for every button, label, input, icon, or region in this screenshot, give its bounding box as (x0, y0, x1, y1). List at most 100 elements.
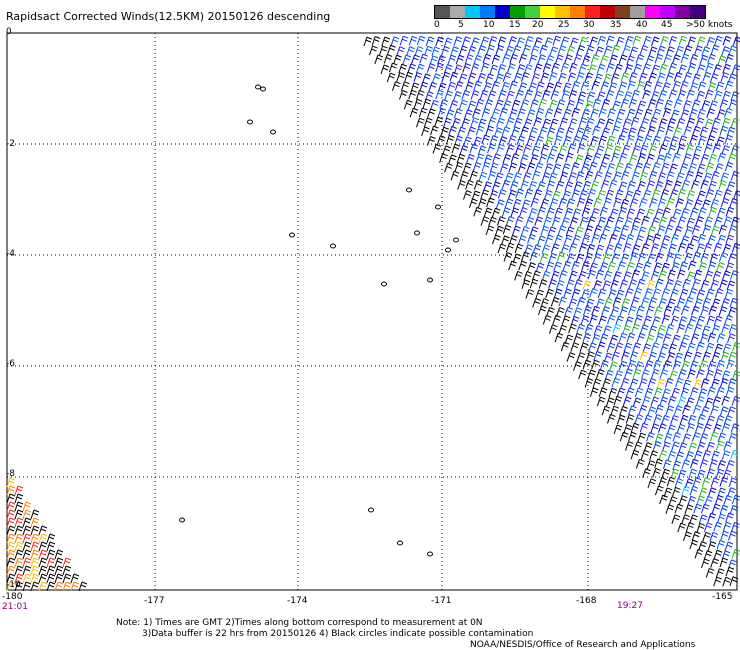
wind-barb (658, 118, 668, 128)
wind-barb (30, 533, 40, 544)
wind-barb (615, 90, 624, 100)
wind-barb (676, 323, 686, 334)
wind-barbs (6, 35, 740, 592)
wind-barb (564, 54, 573, 64)
wind-barb (692, 431, 701, 442)
wind-barb (556, 307, 565, 317)
wind-barb (557, 225, 567, 235)
wind-barb (439, 153, 448, 163)
wind-barb (671, 305, 681, 316)
wind-barb (648, 46, 658, 57)
wind-barb (654, 208, 664, 218)
wind-barb (591, 359, 600, 370)
wind-barb (637, 180, 646, 191)
wind-barb (558, 197, 568, 208)
wind-barb (709, 431, 719, 442)
wind-barb (576, 45, 586, 55)
wind-barb (615, 36, 625, 47)
wind-barb (605, 216, 615, 227)
wind-barb (581, 207, 591, 217)
wind-barb (595, 298, 605, 308)
wind-barb (572, 208, 582, 218)
wind-barb (683, 153, 692, 163)
wind-barb (454, 108, 463, 118)
wind-barb (498, 89, 507, 100)
wind-barb (497, 243, 507, 254)
wind-barb (582, 333, 592, 343)
wind-barb (654, 306, 663, 316)
wind-barb (560, 341, 570, 352)
wind-barb (634, 108, 644, 119)
lat-label-10: -10 (6, 580, 21, 590)
wind-barb (609, 54, 618, 65)
wind-barb (634, 314, 643, 325)
wind-barb (701, 558, 710, 569)
wind-barb (555, 180, 565, 191)
wind-barb (556, 99, 566, 109)
wind-barb (679, 288, 689, 299)
wind-barb (570, 342, 580, 352)
wind-barb (30, 581, 40, 592)
wind-barb (526, 109, 536, 119)
wind-barb (402, 54, 412, 65)
wind-barb (632, 35, 642, 46)
wind-barb (486, 197, 495, 208)
wind-barb (599, 359, 609, 370)
wind-barb (440, 126, 449, 137)
wind-barb (577, 297, 586, 307)
wind-barb (30, 549, 40, 560)
wind-barb (593, 253, 602, 263)
wind-barb (673, 98, 683, 109)
wind-barb (720, 530, 729, 541)
wind-barb (552, 314, 562, 325)
wind-barb (568, 242, 578, 253)
island-outline (435, 204, 441, 210)
wind-barb (668, 216, 677, 227)
wind-barb (495, 199, 505, 209)
wind-barb (620, 253, 630, 264)
wind-barb (671, 441, 680, 451)
wind-barb (501, 207, 511, 217)
wind-barb (673, 71, 683, 82)
wind-barb (707, 261, 717, 272)
wind-barb (569, 270, 578, 281)
legend-swatch (480, 6, 495, 18)
wind-barb (642, 189, 652, 200)
wind-barb (592, 378, 602, 389)
wind-barb (709, 100, 718, 110)
wind-barb (6, 573, 16, 584)
wind-barb (723, 189, 732, 199)
wind-barb (655, 404, 664, 415)
wind-barb (716, 108, 726, 119)
wind-barb (424, 45, 433, 56)
wind-barb (579, 342, 589, 353)
wind-barb (443, 117, 452, 128)
wind-barb (728, 224, 737, 235)
wind-barb (662, 360, 672, 370)
wind-barb (38, 565, 48, 576)
wind-barb (658, 297, 668, 308)
wind-barb (516, 37, 526, 47)
wind-barb (719, 504, 729, 515)
wind-barb (722, 35, 732, 46)
wind-barb (512, 225, 521, 236)
wind-barb (672, 460, 681, 471)
wind-barb (457, 126, 466, 137)
wind-barb (620, 377, 630, 388)
wind-barb (650, 90, 660, 101)
wind-barb (469, 143, 479, 154)
wind-barb (590, 108, 599, 119)
wind-barb (602, 280, 612, 290)
wind-barb (46, 541, 56, 552)
wind-barb (584, 252, 594, 263)
wind-barb (461, 118, 470, 128)
wind-barb (698, 541, 707, 551)
wind-barb (650, 243, 660, 253)
wind-barb (628, 405, 637, 415)
wind-barb (14, 549, 24, 560)
wind-barb (480, 62, 490, 73)
wind-barb (678, 316, 688, 326)
wind-barb (477, 72, 486, 83)
legend-swatch (690, 6, 705, 18)
wind-barb (469, 170, 479, 181)
